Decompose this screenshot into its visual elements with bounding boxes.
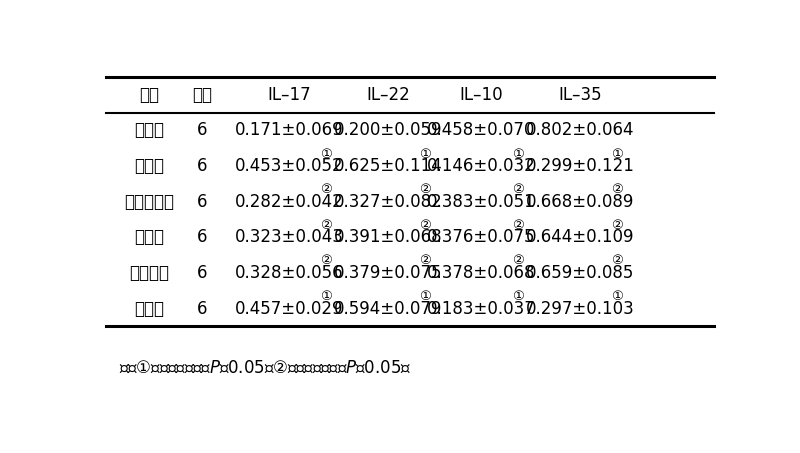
Text: 0.378±0.068: 0.378±0.068 xyxy=(427,264,535,282)
Text: 0.802±0.064: 0.802±0.064 xyxy=(526,121,634,140)
Text: ①: ① xyxy=(320,290,331,303)
Text: 只数: 只数 xyxy=(192,86,212,104)
Text: 注：①与空白组比较，$P$＜0.05；②与模型组比较，$P$＜0.05。: 注：①与空白组比较，$P$＜0.05；②与模型组比较，$P$＜0.05。 xyxy=(118,359,410,377)
Text: ①: ① xyxy=(320,148,331,160)
Text: ②: ② xyxy=(419,183,430,196)
Text: 0.376±0.075: 0.376±0.075 xyxy=(427,228,535,246)
Text: 0.200±0.059: 0.200±0.059 xyxy=(334,121,442,140)
Text: 非发酵组: 非发酵组 xyxy=(130,264,170,282)
Text: 0.391±0.068: 0.391±0.068 xyxy=(334,228,442,246)
Text: 0.659±0.085: 0.659±0.085 xyxy=(526,264,634,282)
Text: 0.644±0.109: 0.644±0.109 xyxy=(526,228,634,246)
Text: 0.282±0.042: 0.282±0.042 xyxy=(234,193,343,211)
Text: ①: ① xyxy=(512,290,524,303)
Text: ②: ② xyxy=(512,183,524,196)
Text: ①: ① xyxy=(419,290,430,303)
Text: 6: 6 xyxy=(197,121,207,140)
Text: ②: ② xyxy=(611,219,623,232)
Text: ②: ② xyxy=(320,183,331,196)
Text: 0.453±0.052: 0.453±0.052 xyxy=(234,157,343,175)
Text: 6: 6 xyxy=(197,299,207,318)
Text: 0.457±0.029: 0.457±0.029 xyxy=(235,299,343,318)
Text: 发酵组: 发酵组 xyxy=(134,228,165,246)
Text: 0.458±0.070: 0.458±0.070 xyxy=(427,121,535,140)
Text: 地塞米松组: 地塞米松组 xyxy=(125,193,174,211)
Text: 6: 6 xyxy=(197,228,207,246)
Text: 0.625±0.114: 0.625±0.114 xyxy=(334,157,442,175)
Text: ②: ② xyxy=(512,219,524,232)
Text: 0.297±0.103: 0.297±0.103 xyxy=(526,299,635,318)
Text: ①: ① xyxy=(512,148,524,160)
Text: ②: ② xyxy=(611,183,623,196)
Text: 0.594±0.079: 0.594±0.079 xyxy=(334,299,442,318)
Text: ②: ② xyxy=(419,255,430,267)
Text: IL–22: IL–22 xyxy=(366,86,410,104)
Text: IL–17: IL–17 xyxy=(267,86,311,104)
Text: ①: ① xyxy=(419,148,430,160)
Text: 0.299±0.121: 0.299±0.121 xyxy=(526,157,635,175)
Text: ①: ① xyxy=(611,290,623,303)
Text: 0.171±0.069: 0.171±0.069 xyxy=(234,121,343,140)
Text: 0.146±0.032: 0.146±0.032 xyxy=(427,157,536,175)
Text: 0.327±0.082: 0.327±0.082 xyxy=(334,193,442,211)
Text: 假贴组: 假贴组 xyxy=(134,299,165,318)
Text: 0.183±0.037: 0.183±0.037 xyxy=(427,299,536,318)
Text: ②: ② xyxy=(320,219,331,232)
Text: 0.328±0.056: 0.328±0.056 xyxy=(234,264,343,282)
Text: IL–35: IL–35 xyxy=(558,86,602,104)
Text: 6: 6 xyxy=(197,264,207,282)
Text: 0.668±0.089: 0.668±0.089 xyxy=(526,193,634,211)
Text: 0.379±0.075: 0.379±0.075 xyxy=(334,264,442,282)
Text: IL–10: IL–10 xyxy=(459,86,503,104)
Text: 0.323±0.043: 0.323±0.043 xyxy=(234,228,343,246)
Text: 6: 6 xyxy=(197,193,207,211)
Text: ②: ② xyxy=(419,219,430,232)
Text: 组别: 组别 xyxy=(139,86,160,104)
Text: ②: ② xyxy=(611,255,623,267)
Text: ②: ② xyxy=(320,255,331,267)
Text: 0.383±0.051: 0.383±0.051 xyxy=(427,193,536,211)
Text: 空白组: 空白组 xyxy=(134,121,165,140)
Text: ①: ① xyxy=(611,148,623,160)
Text: 6: 6 xyxy=(197,157,207,175)
Text: ②: ② xyxy=(512,255,524,267)
Text: 模型组: 模型组 xyxy=(134,157,165,175)
